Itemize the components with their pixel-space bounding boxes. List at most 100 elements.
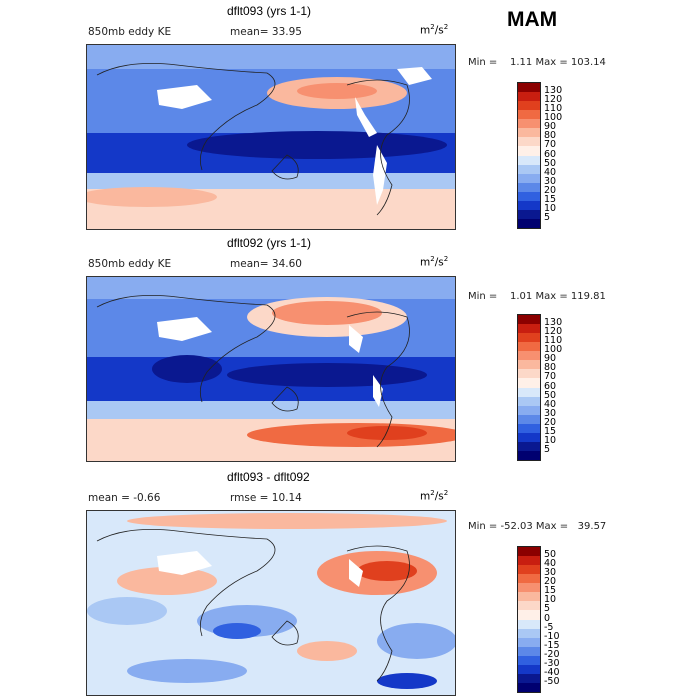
colorbar-tick-label: -50 bbox=[544, 675, 560, 687]
colorbar-swatch bbox=[518, 450, 540, 460]
colorbar-swatch bbox=[518, 209, 540, 219]
colorbar-swatch bbox=[518, 351, 540, 361]
colorbar-swatch bbox=[518, 610, 540, 620]
colorbar-swatch bbox=[518, 137, 540, 147]
panel-1-units: m2/s2 bbox=[420, 23, 449, 37]
colorbar-swatch bbox=[518, 110, 540, 120]
colorbar-swatch bbox=[518, 646, 540, 656]
colorbar-swatch bbox=[518, 191, 540, 201]
colorbar-tick-label: 50 bbox=[544, 157, 557, 169]
panel-2-title: dflt092 (yrs 1-1) bbox=[227, 236, 312, 250]
panel-1-minmax: Min = 1.11 Max = 103.14 bbox=[468, 57, 606, 68]
colorbar-swatch bbox=[518, 405, 540, 415]
colorbar-swatch bbox=[518, 664, 540, 674]
colorbar-swatch bbox=[518, 173, 540, 183]
colorbar-tick-label: 100 bbox=[544, 344, 563, 356]
colorbar-tick-label: 50 bbox=[544, 389, 557, 401]
colorbar-swatch bbox=[518, 128, 540, 138]
colorbar-tick-label: -15 bbox=[544, 639, 560, 651]
colorbar-swatch bbox=[518, 414, 540, 424]
colorbar-tick-label: 40 bbox=[544, 166, 557, 178]
panel-2-units: m2/s2 bbox=[420, 255, 449, 269]
colorbar-tick-label: 100 bbox=[544, 112, 563, 124]
panel-2-left-label: 850mb eddy KE bbox=[88, 258, 172, 270]
colorbar-tick-label: 15 bbox=[544, 425, 557, 437]
colorbar-tick-label: -40 bbox=[544, 666, 560, 678]
colorbar-tick-label: 10 bbox=[544, 202, 557, 214]
colorbar-swatch bbox=[518, 583, 540, 593]
colorbar-swatch bbox=[518, 315, 540, 325]
colorbar-swatch bbox=[518, 119, 540, 129]
colorbar-tick-label: 130 bbox=[544, 317, 563, 329]
colorbar-tick-label: 30 bbox=[544, 407, 557, 419]
colorbar-tick-label: 110 bbox=[544, 335, 563, 347]
colorbar-swatch bbox=[518, 682, 540, 692]
panel-3-colorbar bbox=[517, 546, 541, 693]
colorbar-tick-label: 120 bbox=[544, 94, 563, 106]
panel-1-map bbox=[86, 44, 456, 230]
colorbar-swatch bbox=[518, 619, 540, 629]
colorbar-swatch bbox=[518, 565, 540, 575]
colorbar-tick-label: 20 bbox=[544, 576, 557, 588]
panel-3-minmax: Min = -52.03 Max = 39.57 bbox=[468, 521, 607, 532]
colorbar-swatch bbox=[518, 92, 540, 102]
colorbar-tick-label: 10 bbox=[544, 594, 557, 606]
panel-2-map-field bbox=[87, 277, 455, 461]
colorbar-tick-label: 15 bbox=[544, 193, 557, 205]
colorbar-tick-label: 80 bbox=[544, 130, 557, 142]
colorbar-swatch bbox=[518, 146, 540, 156]
colorbar-tick-label: 90 bbox=[544, 121, 557, 133]
panel-2-minmax: Min = 1.01 Max = 119.81 bbox=[468, 291, 606, 302]
colorbar-tick-label: -20 bbox=[544, 648, 560, 660]
colorbar-swatch bbox=[518, 360, 540, 370]
colorbar-tick-label: -5 bbox=[544, 621, 554, 633]
colorbar-tick-label: 70 bbox=[544, 371, 557, 383]
colorbar-tick-label: 15 bbox=[544, 585, 557, 597]
colorbar-tick-label: 90 bbox=[544, 353, 557, 365]
colorbar-tick-label: 0 bbox=[544, 612, 551, 624]
colorbar-tick-label: -30 bbox=[544, 657, 560, 669]
colorbar-tick-label: 5 bbox=[544, 603, 551, 615]
colorbar-tick-label: 70 bbox=[544, 139, 557, 151]
colorbar-tick-label: 30 bbox=[544, 567, 557, 579]
colorbar-swatch bbox=[518, 164, 540, 174]
colorbar-swatch bbox=[518, 673, 540, 683]
colorbar-swatch bbox=[518, 155, 540, 165]
colorbar-swatch bbox=[518, 182, 540, 192]
colorbar-tick-label: 5 bbox=[544, 211, 551, 223]
colorbar-swatch bbox=[518, 342, 540, 352]
colorbar-swatch bbox=[518, 83, 540, 93]
colorbar-swatch bbox=[518, 574, 540, 584]
panel-1-map-field bbox=[87, 45, 455, 229]
panel-1-mean: mean= 33.95 bbox=[230, 26, 302, 38]
colorbar-swatch bbox=[518, 324, 540, 334]
colorbar-tick-label: 60 bbox=[544, 380, 557, 392]
colorbar-swatch bbox=[518, 592, 540, 602]
colorbar-swatch bbox=[518, 387, 540, 397]
colorbar-swatch bbox=[518, 547, 540, 557]
panel-2-mean: mean= 34.60 bbox=[230, 258, 302, 270]
colorbar-swatch bbox=[518, 218, 540, 228]
colorbar-tick-label: 30 bbox=[544, 175, 557, 187]
colorbar-tick-label: 40 bbox=[544, 398, 557, 410]
colorbar-swatch bbox=[518, 369, 540, 379]
colorbar-tick-label: 110 bbox=[544, 103, 563, 115]
colorbar-swatch bbox=[518, 628, 540, 638]
colorbar-swatch bbox=[518, 378, 540, 388]
panel-2-map bbox=[86, 276, 456, 462]
colorbar-swatch bbox=[518, 556, 540, 566]
colorbar-tick-label: 5 bbox=[544, 443, 551, 455]
panel-3-units: m2/s2 bbox=[420, 489, 449, 503]
panel-1-title: dflt093 (yrs 1-1) bbox=[227, 4, 312, 18]
colorbar-swatch bbox=[518, 637, 540, 647]
panel-1-colorbar bbox=[517, 82, 541, 229]
colorbar-tick-label: 80 bbox=[544, 362, 557, 374]
colorbar-swatch bbox=[518, 432, 540, 442]
panel-3-map-field bbox=[87, 511, 455, 695]
season-label: MAM bbox=[507, 8, 558, 31]
colorbar-tick-label: 20 bbox=[544, 416, 557, 428]
colorbar-swatch bbox=[518, 441, 540, 451]
panel-2-colorbar bbox=[517, 314, 541, 461]
panel-3-map bbox=[86, 510, 456, 696]
colorbar-swatch bbox=[518, 396, 540, 406]
